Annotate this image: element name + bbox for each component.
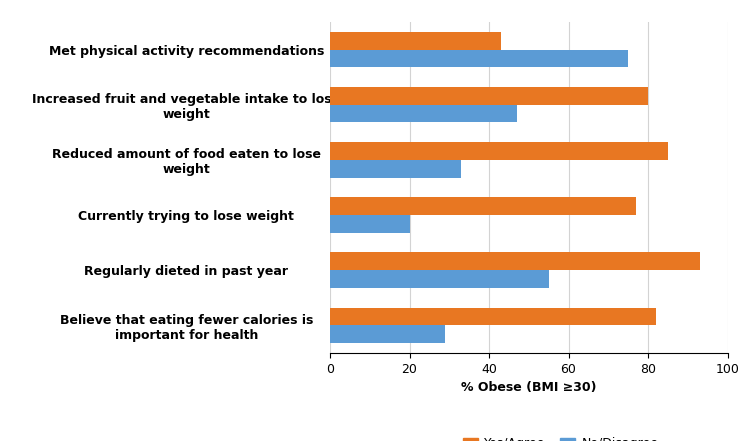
Bar [330,270,548,288]
Bar [330,307,656,325]
Bar [330,105,517,122]
Bar [330,50,628,67]
Bar [330,198,636,215]
Legend: Yes/Agree, No/Disagree: Yes/Agree, No/Disagree [458,432,664,441]
Bar [330,325,446,343]
Bar [330,160,461,177]
Bar [330,142,668,160]
Bar [330,215,410,233]
Bar [330,87,648,105]
Bar [330,252,700,270]
X-axis label: % Obese (BMI ≥30): % Obese (BMI ≥30) [461,381,596,394]
Bar [330,32,501,50]
